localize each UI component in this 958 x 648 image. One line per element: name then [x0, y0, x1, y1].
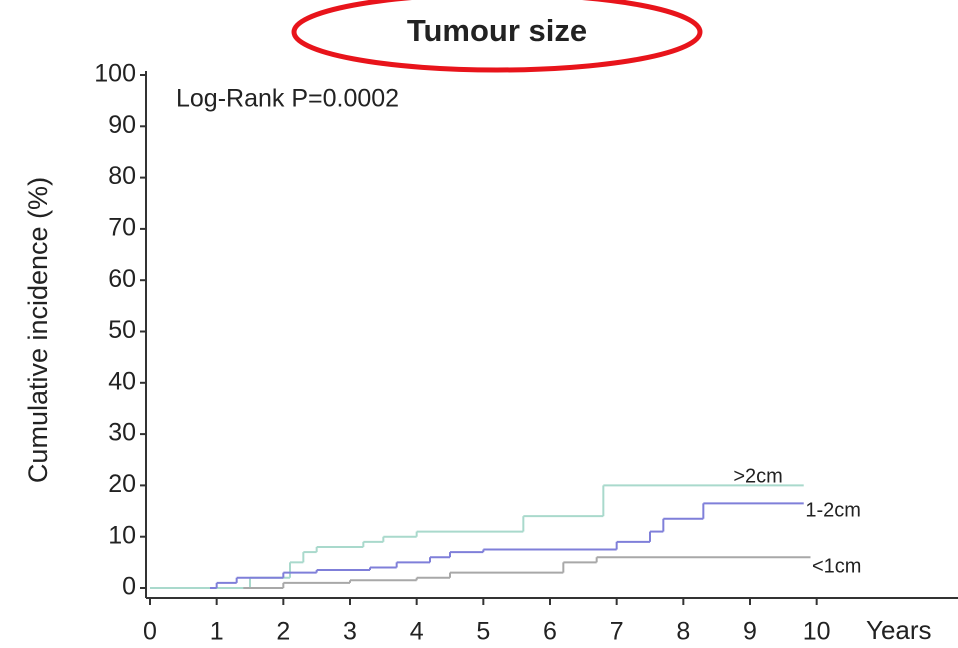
x-tick-label: 5	[476, 618, 490, 646]
y-tick-label: 40	[108, 367, 136, 395]
x-tick-label: 2	[276, 618, 290, 646]
annotation: Log-Rank P=0.0002	[176, 85, 399, 113]
x-axis-label: Years	[866, 615, 932, 645]
x-tick-label: 9	[743, 618, 757, 646]
y-tick-label: 50	[108, 316, 136, 344]
series-label: >2cm	[733, 466, 782, 488]
y-tick-label: 30	[108, 419, 136, 447]
y-tick-label: 70	[108, 214, 136, 242]
x-tick-label: 1	[210, 618, 224, 646]
series-label: 1-2cm	[805, 500, 861, 522]
y-tick-label: 20	[108, 470, 136, 498]
x-tick-label: 10	[803, 618, 831, 646]
y-tick-label: 10	[108, 521, 136, 549]
y-axis-label: Cumulative incidence (%)	[23, 177, 53, 483]
x-tick-label: 8	[676, 618, 690, 646]
x-tick-label: 3	[343, 618, 357, 646]
series-label: <1cm	[812, 556, 861, 578]
x-tick-label: 6	[543, 618, 557, 646]
x-tick-label: 0	[143, 618, 157, 646]
y-tick-label: 80	[108, 162, 136, 190]
y-tick-label: 0	[122, 573, 136, 601]
title-highlight	[291, 0, 703, 73]
y-tick-label: 90	[108, 111, 136, 139]
x-tick-label: 4	[410, 618, 424, 646]
y-tick-label: 100	[94, 60, 136, 88]
y-tick-label: 60	[108, 265, 136, 293]
chart-title: Tumour size	[407, 13, 587, 48]
x-tick-label: 7	[610, 618, 624, 646]
